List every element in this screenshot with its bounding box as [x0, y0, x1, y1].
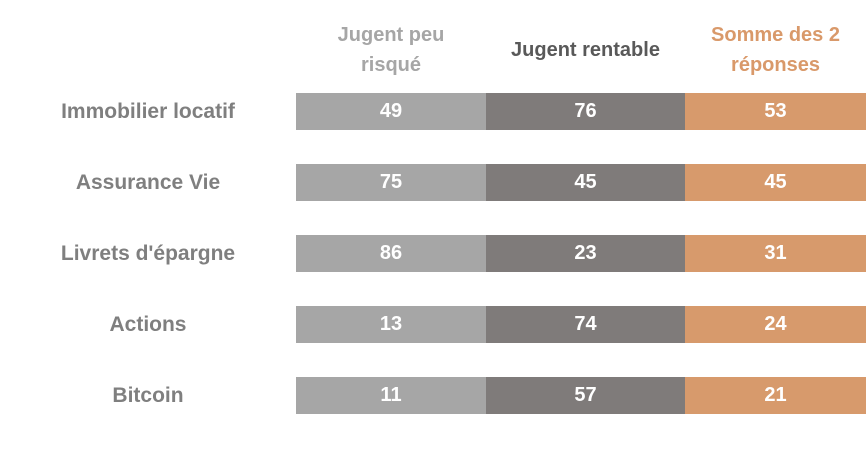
value-cell: 21 — [685, 377, 866, 414]
value-cell: 86 — [296, 235, 486, 272]
value-cell: 45 — [486, 164, 685, 201]
column-header: Jugent rentable — [511, 39, 660, 61]
column-header: Jugent peu risqué — [337, 24, 445, 76]
value-cell: 31 — [685, 235, 866, 272]
value-cell: 75 — [296, 164, 486, 201]
value-cell: 74 — [486, 306, 685, 343]
value-cell: 24 — [685, 306, 866, 343]
value-cell: 23 — [486, 235, 685, 272]
row-label: Livrets d'épargne — [60, 241, 236, 265]
value-cell: 11 — [296, 377, 486, 414]
value-cell: 13 — [296, 306, 486, 343]
value-cell: 49 — [296, 93, 486, 130]
column-header: Somme des 2 réponses — [711, 24, 840, 76]
row-label: Bitcoin — [112, 383, 184, 407]
value-cell: 57 — [486, 377, 685, 414]
value-cell: 45 — [685, 164, 866, 201]
row-label: Assurance Vie — [75, 170, 221, 194]
row-label: Immobilier locatif — [61, 99, 235, 123]
value-cell: 53 — [685, 93, 866, 130]
value-cell: 76 — [486, 93, 685, 130]
row-label: Actions — [109, 312, 187, 336]
